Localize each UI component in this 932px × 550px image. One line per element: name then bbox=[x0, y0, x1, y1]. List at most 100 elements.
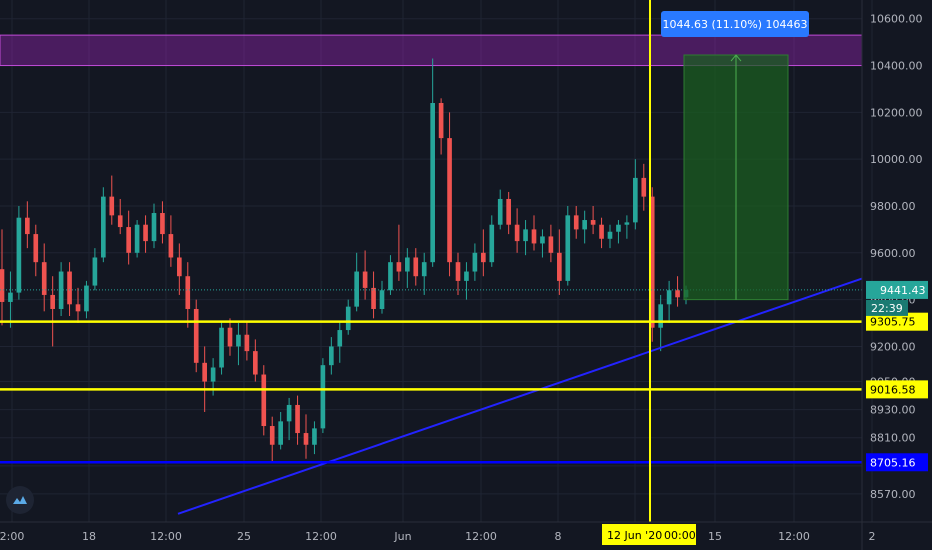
last-price-badge bbox=[866, 280, 928, 299]
x-tick-label: Jun bbox=[393, 530, 411, 543]
candle-body bbox=[185, 276, 191, 309]
x-tick-label: 18 bbox=[82, 530, 96, 543]
x-tick-label: 2 bbox=[869, 530, 876, 543]
candle-body bbox=[548, 236, 554, 253]
candle-body bbox=[177, 257, 182, 277]
candle-body bbox=[624, 222, 630, 225]
candle-body bbox=[8, 292, 13, 302]
crosshair-date: 12 Jun '20 bbox=[607, 529, 662, 542]
candle-body bbox=[210, 367, 216, 382]
candle-body bbox=[531, 229, 537, 244]
level-tag-label: 9016.58 bbox=[870, 383, 916, 396]
y-tick-label: 9200.00 bbox=[870, 340, 916, 353]
candle-body bbox=[573, 215, 579, 230]
level-price-tags: 9305.75 9016.58 8705.16 bbox=[866, 312, 928, 472]
candle-body bbox=[109, 196, 115, 216]
candle-body bbox=[345, 306, 351, 331]
grid bbox=[0, 0, 873, 522]
candle-body bbox=[67, 271, 72, 305]
candle-body bbox=[337, 330, 343, 347]
candle-body bbox=[430, 102, 435, 263]
x-tick-label: 12:00 bbox=[305, 530, 337, 543]
candle-body bbox=[227, 327, 233, 347]
candle-body bbox=[160, 213, 165, 235]
candle-body bbox=[675, 290, 680, 298]
candle-body bbox=[84, 285, 89, 312]
candle-body bbox=[472, 252, 478, 272]
trendline[interactable] bbox=[177, 277, 863, 515]
y-tick-label: 8570.00 bbox=[870, 488, 916, 501]
candle-body bbox=[134, 224, 140, 253]
candle-body bbox=[497, 198, 503, 225]
level-tag-bg bbox=[866, 380, 928, 399]
level-tag-bg bbox=[866, 453, 928, 472]
candle-body bbox=[58, 271, 64, 309]
candle-body bbox=[506, 198, 511, 225]
candle-body bbox=[464, 271, 469, 281]
countdown-badge bbox=[866, 299, 908, 316]
y-tick-label: 9800.00 bbox=[870, 200, 916, 213]
candle-body bbox=[658, 304, 663, 328]
candle-body bbox=[16, 217, 22, 293]
candle-body bbox=[193, 308, 199, 363]
candle-body bbox=[590, 220, 596, 225]
candle-body bbox=[481, 252, 486, 263]
y-tick-label: 10600.00 bbox=[870, 13, 923, 26]
crosshair-time-badge bbox=[602, 524, 696, 545]
x-tick-label: 15 bbox=[708, 530, 722, 543]
candle-body bbox=[354, 271, 359, 307]
candle-body bbox=[371, 287, 376, 309]
y-tick-label: 10200.00 bbox=[870, 106, 923, 119]
candle-body bbox=[388, 262, 393, 291]
candle-body bbox=[244, 334, 250, 352]
candle-body bbox=[616, 224, 621, 232]
x-tick-label: 25 bbox=[237, 530, 251, 543]
level-tag-label: 9305.75 bbox=[870, 316, 916, 329]
y-tick-label: 10000.00 bbox=[870, 153, 923, 166]
candle-body bbox=[0, 269, 5, 302]
measure-arrowhead-icon bbox=[730, 54, 742, 62]
candle-body bbox=[666, 290, 672, 305]
countdown-value: 22:39 bbox=[871, 302, 903, 315]
candle-body bbox=[447, 138, 452, 263]
candle-body bbox=[303, 433, 309, 445]
candle-body bbox=[455, 262, 461, 281]
candle-body bbox=[286, 404, 292, 422]
candle-body bbox=[101, 196, 106, 258]
candle-body bbox=[523, 229, 528, 242]
tradingview-logo-icon[interactable] bbox=[6, 486, 34, 514]
measure-tool[interactable]: 1044.63 (11.10%) 104463 bbox=[661, 11, 809, 301]
candle-body bbox=[633, 177, 638, 223]
resistance-zone[interactable] bbox=[0, 34, 863, 67]
candle-body bbox=[405, 257, 410, 272]
level-tag-bg bbox=[866, 312, 928, 331]
last-price-value: 9441.43 bbox=[880, 284, 926, 297]
candle-body bbox=[33, 234, 39, 263]
candle-body bbox=[278, 421, 283, 445]
cloud-icon bbox=[13, 496, 27, 504]
candle-body bbox=[25, 217, 30, 235]
candle-body bbox=[540, 236, 545, 244]
candle-body bbox=[413, 257, 419, 277]
candle-body bbox=[379, 290, 385, 309]
candle-body bbox=[261, 374, 267, 427]
crosshair-time-tag: 12 Jun '20 00:00 bbox=[602, 524, 696, 545]
candle-body bbox=[202, 362, 207, 382]
candle-body bbox=[641, 177, 647, 197]
candle-body bbox=[582, 220, 587, 230]
candle-body bbox=[599, 224, 604, 239]
candle-body bbox=[92, 257, 98, 286]
candle-body bbox=[168, 234, 174, 258]
candle-body bbox=[75, 304, 81, 312]
candle-body bbox=[649, 196, 655, 328]
level-tag-label: 8705.16 bbox=[870, 456, 916, 469]
crosshair-time: 00:00 bbox=[664, 529, 696, 542]
y-tick-label: 10400.00 bbox=[870, 60, 923, 73]
candle-body bbox=[607, 231, 613, 239]
measure-label-box bbox=[661, 11, 809, 37]
y-tick-label: 8930.00 bbox=[870, 404, 916, 417]
measure-label: 1044.63 (11.10%) 104463 bbox=[663, 18, 808, 31]
candle-body bbox=[151, 213, 157, 242]
